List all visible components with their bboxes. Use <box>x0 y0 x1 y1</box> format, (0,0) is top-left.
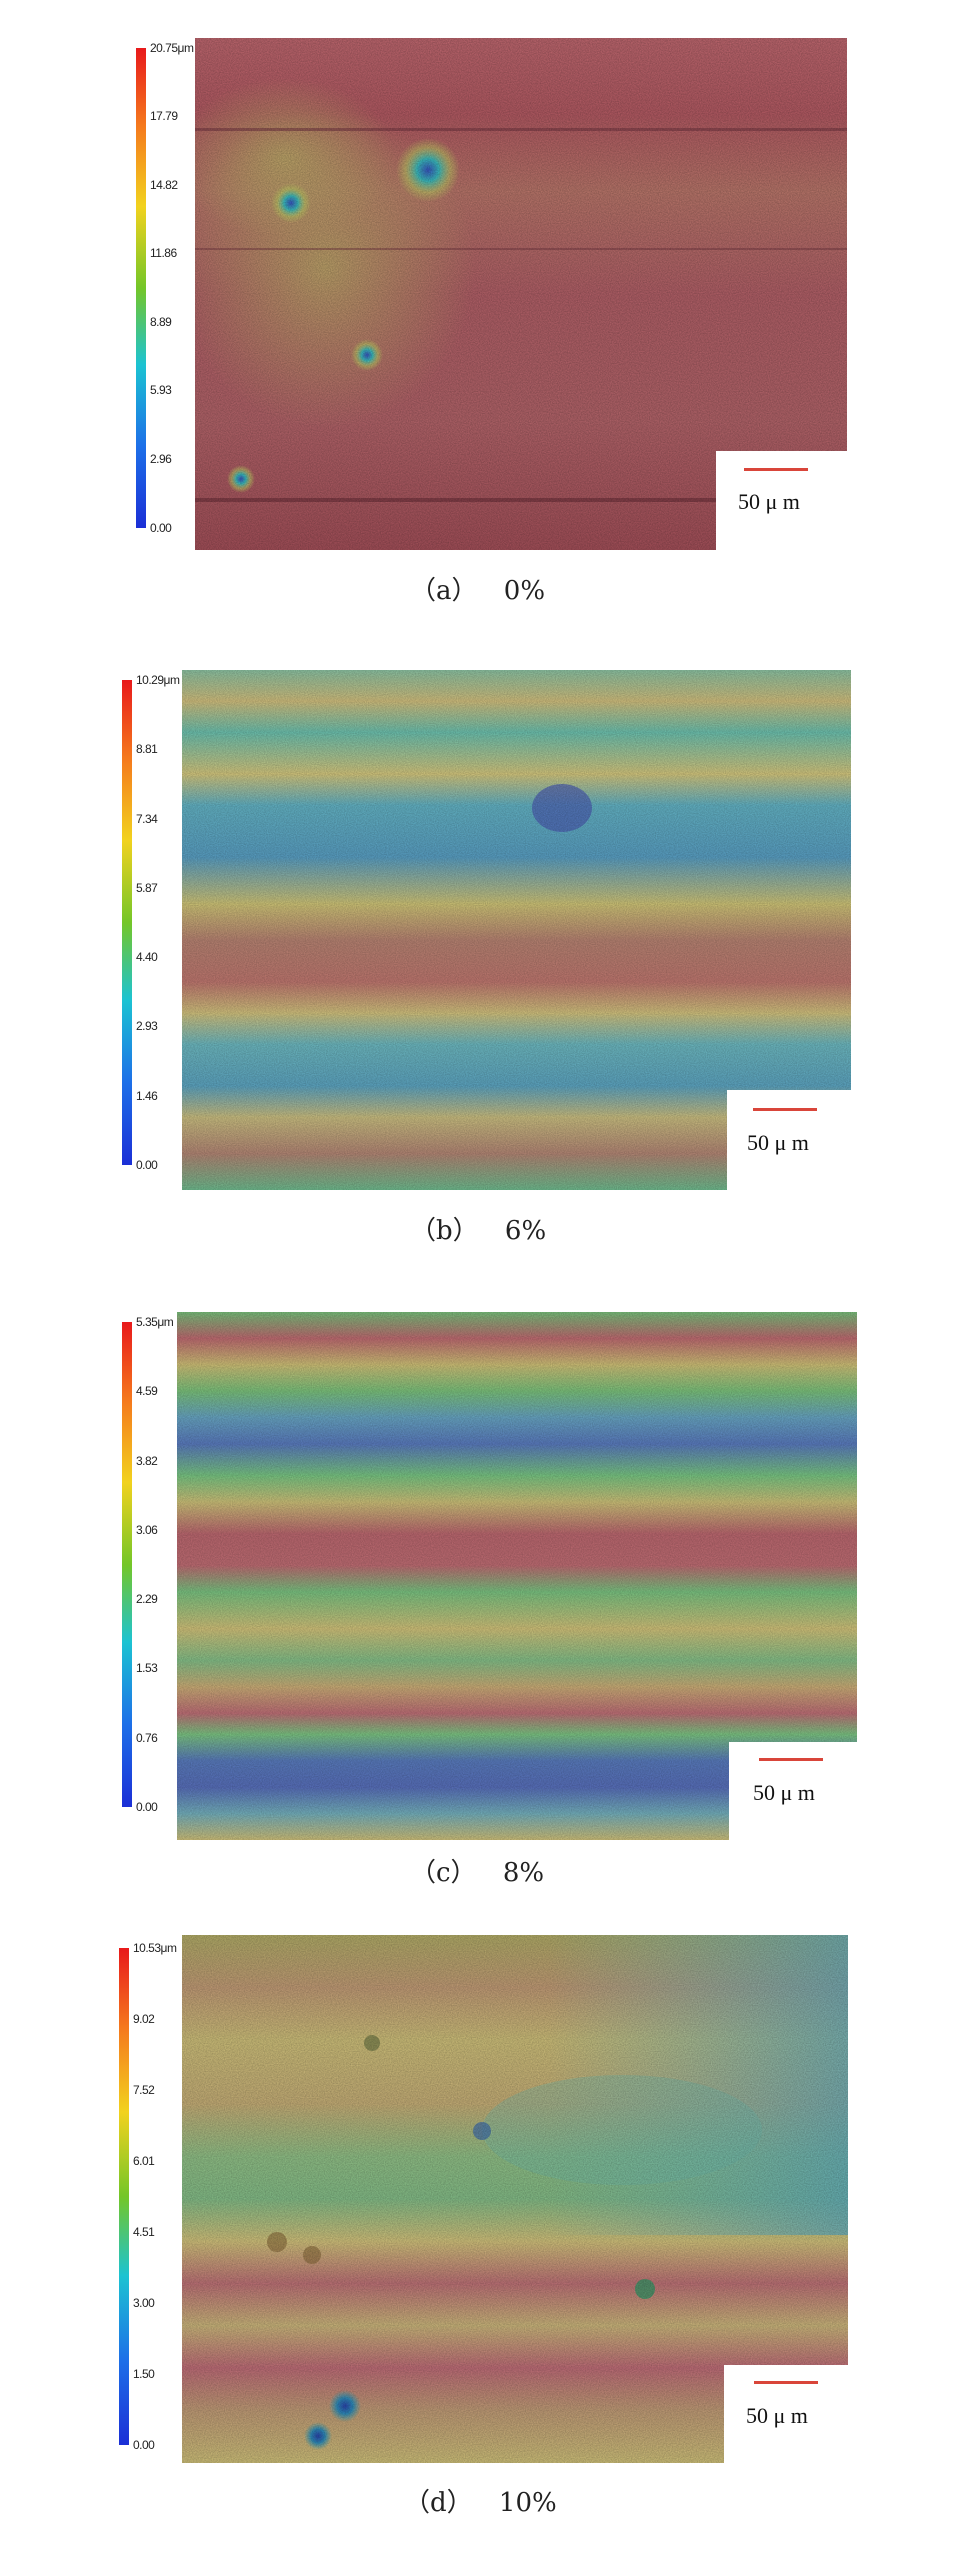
scale-box: 50 μ m <box>724 2365 848 2463</box>
colorbar-tick: 0.76 <box>136 1731 158 1745</box>
panel-c: 5.35μm 4.59 3.82 3.06 2.29 1.53 0.76 0.0… <box>122 1312 857 1889</box>
caption-value: 8% <box>502 1858 545 1888</box>
colorbar-tick: 17.79 <box>150 109 178 123</box>
height-map-image: 50 μ m <box>195 38 847 550</box>
colorbar-tick: 3.82 <box>136 1454 158 1468</box>
caption-letter: （d） <box>404 2488 473 2518</box>
scale-bar <box>744 468 808 471</box>
colorbar-tick: 14.82 <box>150 178 178 192</box>
scale-box: 50 μ m <box>729 1742 857 1840</box>
colorbar-tick: 5.35μm <box>136 1315 174 1329</box>
panel-a: 20.75μm 17.79 14.82 11.86 8.89 5.93 2.96… <box>0 0 968 640</box>
colorbar-tick: 2.29 <box>136 1592 158 1606</box>
scale-bar <box>753 1108 817 1111</box>
colorbar-ticks: 20.75μm 17.79 14.82 11.86 8.89 5.93 2.96… <box>150 41 210 535</box>
colorbar-tick: 1.50 <box>133 2367 155 2381</box>
colorbar-ticks: 10.29μm 8.81 7.34 5.87 4.40 2.93 1.46 0.… <box>136 673 196 1172</box>
caption: （b） 6% <box>410 1210 546 1247</box>
colorbar-tick: 11.86 <box>150 246 177 260</box>
colorbar-tick: 3.00 <box>133 2296 155 2310</box>
colorbar-tick: 20.75μm <box>150 41 194 55</box>
colorbar <box>119 1948 129 2445</box>
scale-bar <box>759 1758 823 1761</box>
colorbar-tick: 0.00 <box>136 1158 158 1172</box>
colorbar-tick: 7.34 <box>136 812 158 826</box>
colorbar-tick: 6.01 <box>133 2154 155 2168</box>
colorbar-ticks: 10.53μm 9.02 7.52 6.01 4.51 3.00 1.50 0.… <box>133 1941 193 2452</box>
scale-label: 50 μ m <box>753 1780 815 1805</box>
colorbar-tick: 9.02 <box>133 2012 155 2026</box>
colorbar-tick: 10.53μm <box>133 1941 177 1955</box>
colorbar-tick: 0.00 <box>150 521 172 535</box>
scale-label: 50 μ m <box>746 2403 808 2428</box>
caption-value: 6% <box>504 1216 547 1246</box>
colorbar-tick: 5.87 <box>136 881 158 895</box>
colorbar-tick: 0.00 <box>133 2438 155 2452</box>
height-map-image: 50 μ m <box>177 1312 857 1840</box>
colorbar <box>122 1322 132 1807</box>
colorbar <box>122 680 132 1165</box>
colorbar-tick: 8.89 <box>150 315 172 329</box>
caption-letter: （b） <box>410 1216 479 1246</box>
scale-label: 50 μ m <box>738 489 800 514</box>
colorbar-tick: 0.00 <box>136 1800 158 1814</box>
colorbar <box>136 48 146 528</box>
caption: （c） 8% <box>410 1852 544 1889</box>
colorbar-tick: 5.93 <box>150 383 172 397</box>
caption-letter: （c） <box>410 1858 477 1888</box>
colorbar-tick: 4.40 <box>136 950 158 964</box>
colorbar-tick: 4.59 <box>136 1384 158 1398</box>
caption-letter: （a） <box>410 576 478 606</box>
caption-value: 10% <box>498 2488 557 2518</box>
caption-value: 0% <box>503 576 546 606</box>
caption: （a） 0% <box>410 570 545 607</box>
height-map-image: 50 μ m <box>182 670 851 1190</box>
colorbar-tick: 1.46 <box>136 1089 158 1103</box>
colorbar-tick: 3.06 <box>136 1523 158 1537</box>
colorbar-tick: 1.53 <box>136 1661 158 1675</box>
scale-box: 50 μ m <box>716 451 847 550</box>
colorbar-tick: 2.93 <box>136 1019 158 1033</box>
scale-bar <box>754 2381 818 2384</box>
height-map-image: 50 μ m <box>182 1935 848 2463</box>
panel-b: 10.29μm 8.81 7.34 5.87 4.40 2.93 1.46 0.… <box>122 670 851 1247</box>
scale-label: 50 μ m <box>747 1130 809 1155</box>
caption: （d） 10% <box>404 2482 557 2519</box>
colorbar-ticks: 5.35μm 4.59 3.82 3.06 2.29 1.53 0.76 0.0… <box>136 1315 196 1814</box>
scale-box: 50 μ m <box>727 1090 851 1190</box>
colorbar-tick: 8.81 <box>136 742 158 756</box>
colorbar-tick: 10.29μm <box>136 673 180 687</box>
colorbar-tick: 4.51 <box>133 2225 155 2239</box>
colorbar-tick: 2.96 <box>150 452 172 466</box>
colorbar-tick: 7.52 <box>133 2083 155 2097</box>
